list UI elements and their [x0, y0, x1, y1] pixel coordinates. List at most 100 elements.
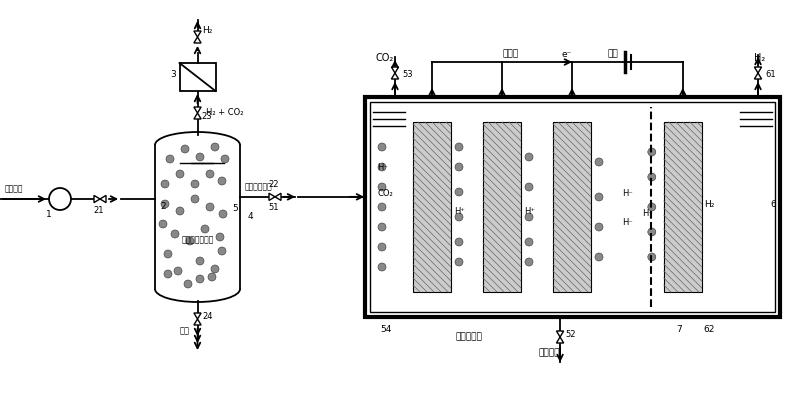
Text: 7: 7 — [676, 325, 682, 334]
Text: H⁻: H⁻ — [622, 189, 633, 198]
Text: 5: 5 — [232, 204, 238, 213]
Polygon shape — [269, 193, 275, 200]
Polygon shape — [94, 196, 100, 203]
Circle shape — [378, 263, 386, 271]
Polygon shape — [194, 313, 201, 319]
Text: 21: 21 — [93, 206, 103, 215]
Text: H⁺: H⁺ — [454, 207, 465, 215]
Bar — [370, 102, 775, 312]
Polygon shape — [754, 67, 762, 73]
Circle shape — [218, 177, 226, 185]
Text: 1: 1 — [46, 210, 52, 219]
Circle shape — [595, 223, 603, 231]
Text: 有机废水: 有机废水 — [5, 184, 23, 193]
Circle shape — [218, 247, 226, 255]
Circle shape — [171, 230, 179, 238]
Circle shape — [184, 280, 192, 288]
Circle shape — [378, 223, 386, 231]
Text: 3: 3 — [170, 70, 176, 79]
Text: H₂ + CO₂: H₂ + CO₂ — [206, 108, 243, 117]
Circle shape — [525, 258, 533, 266]
Text: 洁水排放: 洁水排放 — [538, 348, 559, 357]
Text: 4: 4 — [248, 212, 254, 221]
Bar — [483, 122, 521, 292]
Polygon shape — [194, 113, 201, 119]
Circle shape — [648, 228, 656, 236]
Circle shape — [196, 257, 204, 265]
Circle shape — [455, 188, 463, 196]
Circle shape — [221, 155, 229, 163]
Bar — [365, 97, 780, 317]
Circle shape — [159, 220, 167, 228]
Text: 53: 53 — [402, 70, 413, 79]
Circle shape — [455, 213, 463, 221]
Polygon shape — [391, 67, 398, 73]
Text: e⁻: e⁻ — [562, 50, 572, 59]
Circle shape — [455, 163, 463, 171]
Circle shape — [595, 158, 603, 166]
Circle shape — [378, 183, 386, 191]
Text: 54: 54 — [380, 325, 391, 334]
Text: 2: 2 — [160, 201, 166, 211]
Circle shape — [166, 155, 174, 163]
Circle shape — [191, 180, 199, 188]
Circle shape — [648, 253, 656, 261]
Circle shape — [648, 173, 656, 181]
Circle shape — [196, 153, 204, 161]
Text: CO₂: CO₂ — [377, 189, 393, 198]
Circle shape — [196, 275, 204, 283]
Text: H⁻: H⁻ — [377, 163, 388, 172]
Text: 底泥: 底泥 — [179, 326, 190, 335]
Circle shape — [455, 238, 463, 246]
Circle shape — [378, 143, 386, 151]
Text: 24: 24 — [202, 312, 213, 321]
Circle shape — [525, 213, 533, 221]
Text: H₂: H₂ — [754, 53, 766, 63]
Circle shape — [525, 153, 533, 161]
Circle shape — [455, 258, 463, 266]
Polygon shape — [557, 331, 564, 337]
Polygon shape — [557, 337, 564, 343]
Text: H⁻: H⁻ — [622, 217, 633, 227]
Text: H₂: H₂ — [202, 26, 213, 35]
Text: H⁻: H⁻ — [642, 209, 653, 218]
Text: 外电路: 外电路 — [502, 49, 518, 58]
Circle shape — [378, 243, 386, 251]
Text: 厌氧产电菌: 厌氧产电菌 — [455, 332, 482, 341]
Polygon shape — [194, 319, 201, 325]
Polygon shape — [754, 73, 762, 79]
Text: 22: 22 — [268, 180, 278, 189]
Circle shape — [176, 170, 184, 178]
Circle shape — [525, 183, 533, 191]
Text: 6: 6 — [770, 200, 776, 209]
Circle shape — [525, 238, 533, 246]
Text: 51: 51 — [268, 203, 278, 212]
Circle shape — [161, 200, 169, 208]
Circle shape — [208, 273, 216, 281]
Circle shape — [164, 270, 172, 278]
Bar — [413, 122, 451, 292]
Circle shape — [455, 143, 463, 151]
Circle shape — [191, 195, 199, 203]
Text: CO₂: CO₂ — [375, 53, 394, 63]
Circle shape — [206, 203, 214, 211]
Text: 61: 61 — [765, 70, 776, 79]
Text: H⁺: H⁺ — [524, 207, 535, 215]
Circle shape — [595, 193, 603, 201]
Bar — [664, 122, 702, 292]
Circle shape — [378, 203, 386, 211]
Circle shape — [211, 265, 219, 273]
Bar — [553, 122, 591, 292]
Text: H₂: H₂ — [704, 200, 714, 209]
Polygon shape — [275, 193, 281, 200]
Circle shape — [648, 203, 656, 211]
Text: 含有机酸废水: 含有机酸废水 — [245, 183, 273, 192]
Circle shape — [211, 143, 219, 151]
Circle shape — [378, 163, 386, 171]
Bar — [179, 63, 215, 91]
Circle shape — [164, 250, 172, 258]
Polygon shape — [391, 73, 398, 79]
Circle shape — [595, 253, 603, 261]
Circle shape — [206, 170, 214, 178]
Text: 厌氧发酵产氢菌: 厌氧发酵产氢菌 — [182, 235, 214, 244]
